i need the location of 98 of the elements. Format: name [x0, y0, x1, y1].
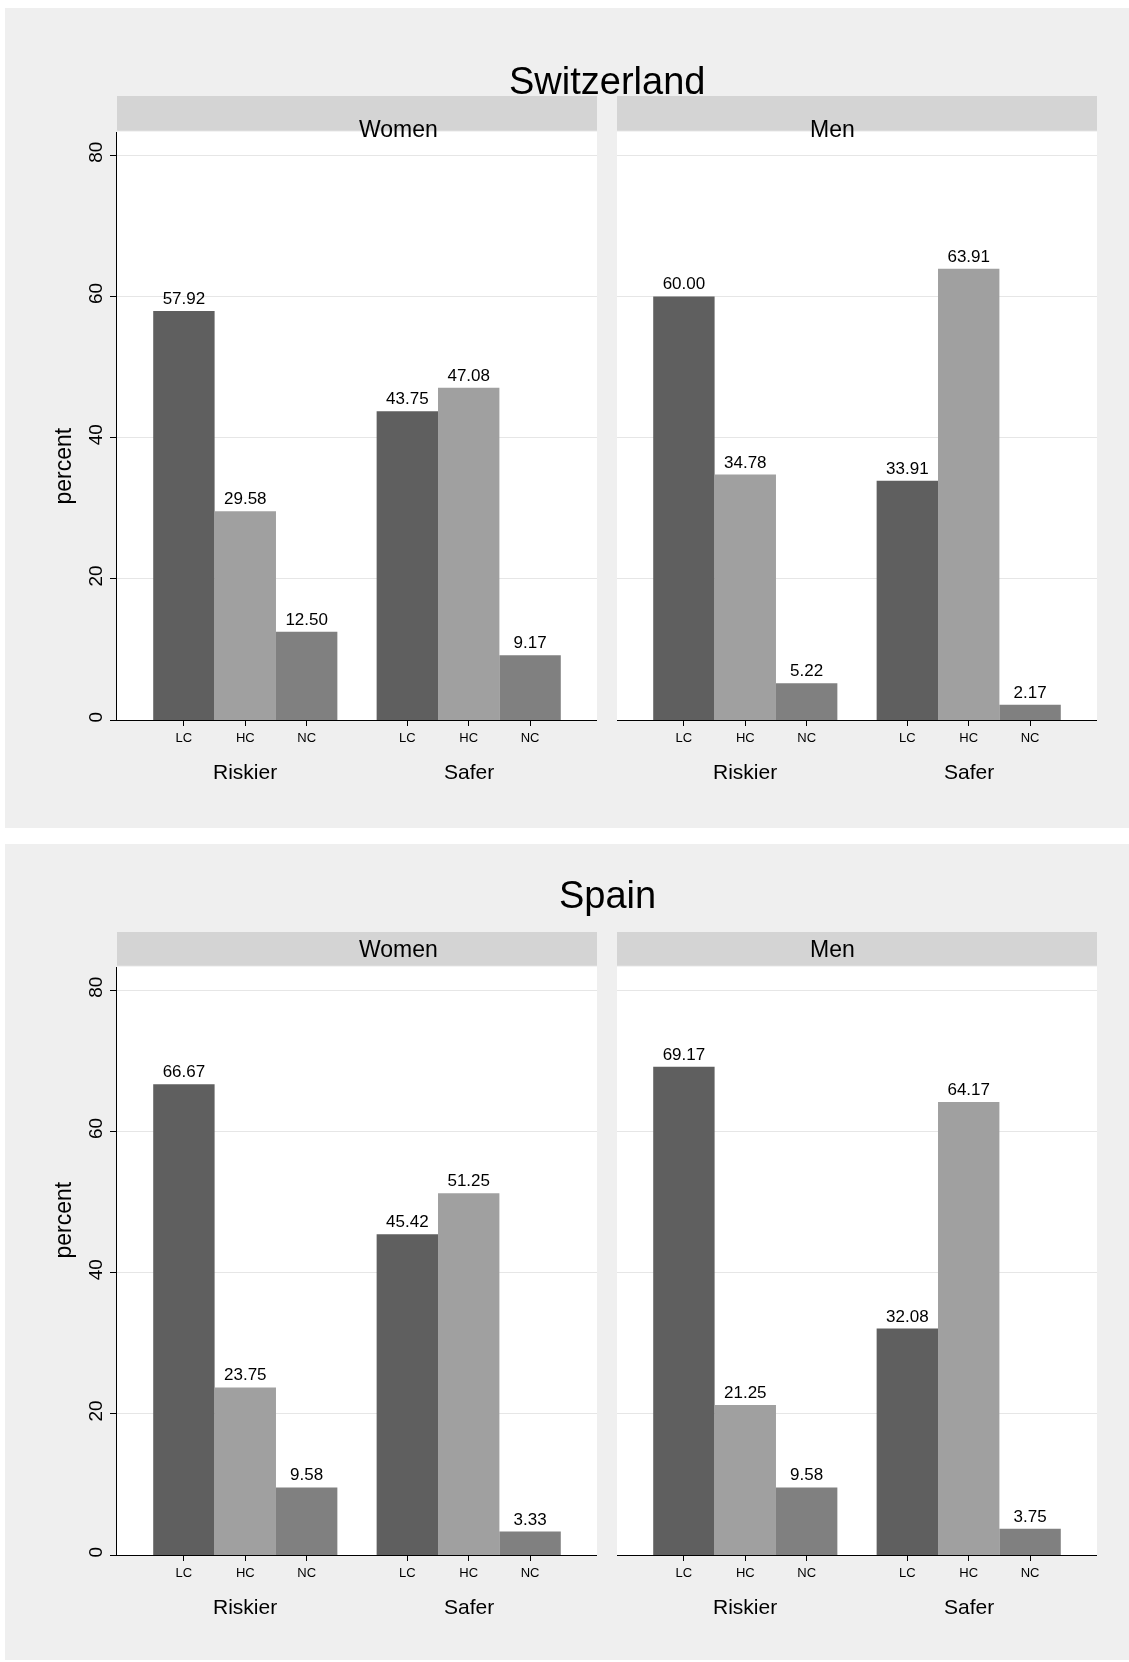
y-tick-label: 0 — [85, 711, 107, 723]
chart-subtitle: Men — [810, 116, 855, 142]
bar — [653, 296, 715, 721]
series-label: HC — [235, 729, 255, 745]
data-label: 29.58 — [224, 489, 267, 509]
text: LC — [899, 1564, 916, 1580]
data-label: 57.92 — [162, 289, 206, 309]
data-label: 5.22 — [790, 661, 824, 681]
data-label: 9.17 — [513, 633, 547, 653]
bar — [275, 631, 338, 721]
text: HC — [459, 729, 479, 745]
bar — [714, 474, 776, 721]
bar — [153, 311, 215, 721]
bar — [876, 1328, 939, 1556]
bar — [876, 480, 939, 721]
data-label: 3.75 — [1013, 1506, 1047, 1526]
text: NC — [1020, 1564, 1040, 1580]
data-label: 66.67 — [162, 1062, 206, 1082]
bar — [714, 1405, 776, 1556]
series-label: NC — [297, 1564, 317, 1580]
series-label: NC — [297, 729, 317, 745]
data-label: 64.17 — [947, 1079, 990, 1099]
x-tick-label: Riskier — [213, 1595, 278, 1618]
chart-title: Switzerland — [509, 60, 706, 102]
x-tick-label: Safer — [944, 760, 995, 783]
bar — [499, 1531, 561, 1556]
bar — [153, 1084, 215, 1556]
data-label: 63.91 — [947, 246, 990, 266]
text: HC — [459, 1564, 479, 1580]
x-tick-label: Safer — [444, 1595, 495, 1618]
bar — [438, 1193, 500, 1556]
y-tick-label: 60 — [85, 1117, 107, 1140]
bar — [775, 1487, 838, 1556]
data-label: 47.08 — [447, 365, 490, 385]
text: HC — [959, 729, 979, 745]
x-tick-label: Riskier — [213, 760, 278, 783]
y-axis-title: percent — [49, 1181, 76, 1259]
data-label: 3.33 — [513, 1509, 547, 1529]
y-axis-title: percent — [49, 427, 76, 505]
series-label: LC — [175, 729, 193, 745]
text: HC — [959, 1564, 979, 1580]
data-label: 69.17 — [662, 1044, 706, 1064]
data-label: 9.58 — [790, 1465, 824, 1485]
bar — [214, 511, 276, 721]
data-label: 45.42 — [386, 1212, 429, 1232]
chart-title: Spain — [559, 874, 657, 916]
data-label: 21.25 — [724, 1383, 767, 1403]
text: NC — [520, 729, 540, 745]
data-label: 2.17 — [1013, 682, 1047, 702]
chart-subtitle: Women — [359, 116, 438, 142]
bar — [775, 683, 838, 721]
y-tick-label: 80 — [85, 976, 107, 998]
bar — [438, 387, 500, 721]
series-label: LC — [675, 729, 693, 745]
series-label: HC — [735, 729, 755, 745]
text: NC — [520, 1564, 540, 1580]
text: LC — [899, 729, 916, 745]
data-label: 34.78 — [724, 452, 767, 472]
bar — [999, 1528, 1061, 1556]
y-tick-label: 20 — [85, 1400, 107, 1422]
series-label: NC — [797, 1564, 817, 1580]
data-label: 9.58 — [290, 1465, 324, 1485]
y-tick-label: 80 — [85, 141, 107, 163]
data-label: 43.75 — [386, 389, 429, 409]
series-label: LC — [175, 1564, 193, 1580]
series-label: HC — [735, 1564, 755, 1580]
bar — [275, 1487, 338, 1556]
x-tick-label: Safer — [944, 1595, 995, 1618]
y-tick-label: 20 — [85, 565, 107, 587]
bar — [938, 268, 1000, 721]
bar — [938, 1101, 1000, 1556]
y-tick-label: 60 — [85, 282, 107, 305]
data-label: 12.50 — [285, 609, 328, 629]
data-label: 33.91 — [886, 458, 929, 478]
y-tick-label: 40 — [85, 1259, 107, 1281]
bar — [999, 704, 1061, 721]
data-label: 23.75 — [224, 1365, 267, 1385]
x-tick-label: Riskier — [713, 760, 778, 783]
chart-subtitle: Women — [359, 936, 438, 962]
text: LC — [399, 1564, 416, 1580]
y-tick-label: 40 — [85, 424, 107, 446]
data-label: 51.25 — [447, 1171, 490, 1191]
series-label: LC — [675, 1564, 693, 1580]
series-label: HC — [235, 1564, 255, 1580]
text: LC — [399, 729, 416, 745]
chart-subtitle: Men — [810, 936, 855, 962]
data-label: 60.00 — [662, 274, 706, 294]
series-label: NC — [797, 729, 817, 745]
y-tick-label: 0 — [85, 1546, 107, 1558]
bar — [376, 411, 439, 721]
data-label: 32.08 — [886, 1306, 929, 1326]
bar — [376, 1234, 439, 1556]
bar — [214, 1387, 276, 1556]
text: NC — [1020, 729, 1040, 745]
bar — [499, 655, 561, 721]
bar — [653, 1066, 715, 1556]
x-tick-label: Safer — [444, 760, 495, 783]
x-tick-label: Riskier — [713, 1595, 778, 1618]
